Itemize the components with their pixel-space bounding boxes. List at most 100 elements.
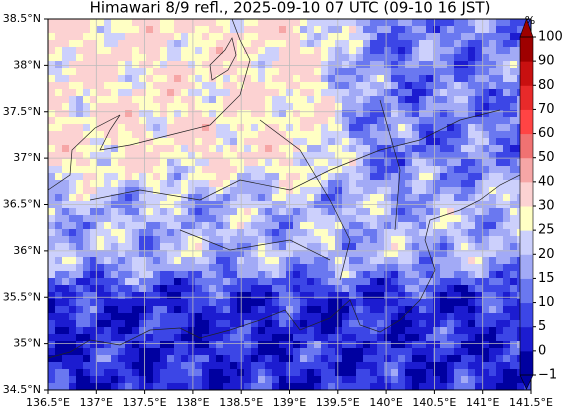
imagery-cell [118,299,125,306]
imagery-cell [69,208,76,215]
imagery-cell [174,355,181,362]
imagery-cell [90,173,97,180]
imagery-cell [510,348,517,355]
imagery-cell [76,180,83,187]
imagery-cell [230,299,237,306]
imagery-cell [314,117,321,124]
imagery-cell [174,362,181,369]
imagery-cell [328,145,335,152]
imagery-cell [412,271,419,278]
imagery-cell [62,264,69,271]
imagery-cell [293,117,300,124]
imagery-cell [181,145,188,152]
imagery-cell [223,236,230,243]
imagery-cell [202,278,209,285]
imagery-cell [223,26,230,33]
imagery-cell [468,327,475,334]
imagery-cell [391,40,398,47]
imagery-cell [363,264,370,271]
imagery-cell [97,75,104,82]
imagery-cell [132,208,139,215]
imagery-cell [307,124,314,131]
imagery-cell [160,33,167,40]
lon-tick-label: 137.5°E [123,396,167,409]
imagery-cell [139,320,146,327]
imagery-cell [440,173,447,180]
imagery-cell [440,222,447,229]
imagery-cell [69,138,76,145]
imagery-cell [314,320,321,327]
imagery-cell [188,152,195,159]
imagery-cell [244,89,251,96]
imagery-cell [496,292,503,299]
imagery-cell [335,278,342,285]
imagery-cell [391,313,398,320]
imagery-cell [167,194,174,201]
imagery-cell [412,376,419,383]
imagery-cell [62,194,69,201]
imagery-cell [76,110,83,117]
imagery-cell [160,26,167,33]
imagery-cell [405,215,412,222]
imagery-cell [454,26,461,33]
imagery-cell [195,103,202,110]
imagery-cell [202,320,209,327]
imagery-cell [440,208,447,215]
imagery-cell [111,264,118,271]
imagery-cell [482,194,489,201]
imagery-cell [146,82,153,89]
imagery-cell [265,194,272,201]
imagery-cell [496,61,503,68]
imagery-cell [419,299,426,306]
imagery-cell [160,145,167,152]
imagery-cell [146,89,153,96]
imagery-cell [237,327,244,334]
imagery-cell [209,82,216,89]
imagery-cell [216,362,223,369]
imagery-cell [363,257,370,264]
imagery-cell [104,229,111,236]
imagery-cell [223,215,230,222]
imagery-cell [349,40,356,47]
imagery-cell [174,33,181,40]
imagery-cell [223,362,230,369]
imagery-cell [335,187,342,194]
imagery-cell [209,229,216,236]
imagery-cell [356,306,363,313]
imagery-cell [265,152,272,159]
imagery-cell [440,82,447,89]
imagery-cell [335,222,342,229]
imagery-cell [167,362,174,369]
imagery-cell [496,54,503,61]
imagery-cell [405,124,412,131]
imagery-cell [279,54,286,61]
imagery-cell [251,61,258,68]
imagery-cell [412,40,419,47]
imagery-cell [139,236,146,243]
imagery-cell [510,82,517,89]
imagery-cell [209,61,216,68]
imagery-cell [517,376,524,383]
imagery-cell [230,243,237,250]
imagery-cell [251,278,258,285]
imagery-cell [258,131,265,138]
imagery-cell [188,173,195,180]
imagery-cell [195,89,202,96]
imagery-cell [321,250,328,257]
imagery-cell [475,236,482,243]
imagery-cell [321,145,328,152]
imagery-cell [412,124,419,131]
imagery-cell [503,194,510,201]
imagery-cell [181,110,188,117]
imagery-cell [181,250,188,257]
imagery-cell [111,96,118,103]
imagery-cell [188,47,195,54]
imagery-cell [489,117,496,124]
imagery-cell [482,334,489,341]
imagery-cell [188,110,195,117]
imagery-cell [489,306,496,313]
imagery-cell [412,82,419,89]
imagery-cell [202,68,209,75]
imagery-cell [209,138,216,145]
imagery-cell [125,47,132,54]
